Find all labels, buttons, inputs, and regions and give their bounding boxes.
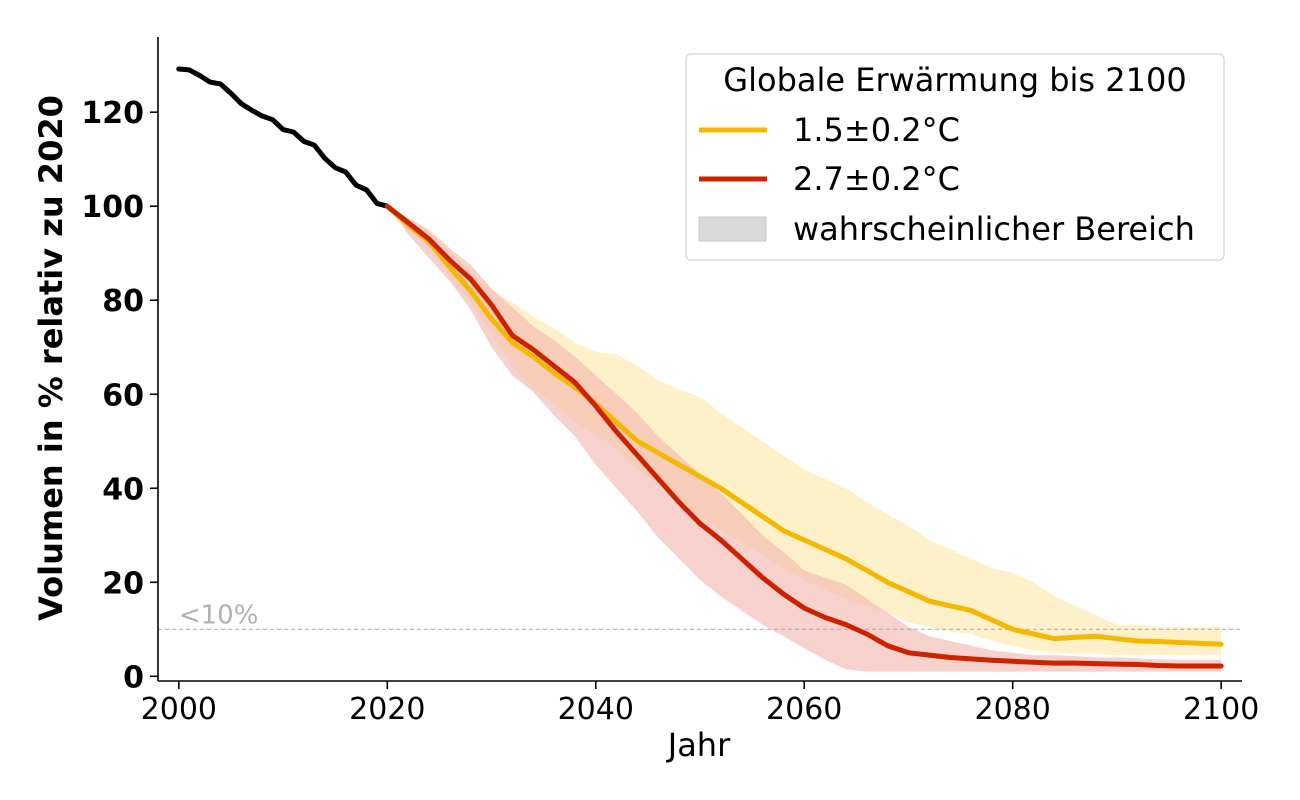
series-observed — [176, 66, 390, 209]
band-1-5 — [387, 206, 1222, 656]
x-tick-label: 2100 — [1183, 692, 1259, 727]
x-tick-label: 2080 — [975, 692, 1051, 727]
series-2-7 — [384, 203, 1224, 669]
y-tick-label: 20 — [102, 566, 144, 601]
legend: Globale Erwärmung bis 2100 1.5±0.2°C 2.7… — [685, 53, 1225, 261]
legend-label-range: wahrscheinlicher Bereich — [793, 210, 1195, 248]
uncertainty-bands — [387, 206, 1222, 672]
x-axis-title: Jahr — [666, 726, 731, 764]
threshold-label: <10% — [179, 600, 259, 630]
band-2-7 — [387, 206, 1222, 672]
legend-label-2-7: 2.7±0.2°C — [793, 160, 960, 198]
legend-label-1-5: 1.5±0.2°C — [793, 111, 960, 149]
legend-swatch-range — [698, 216, 767, 242]
series-lines — [176, 66, 1224, 669]
x-tick-label: 2060 — [766, 692, 842, 727]
x-tick-label: 2040 — [558, 692, 634, 727]
y-tick-label: 0 — [123, 660, 144, 695]
legend-frame — [685, 53, 1225, 261]
series-1-5 — [384, 203, 1224, 647]
legend-title: Globale Erwärmung bis 2100 — [723, 61, 1186, 99]
x-ticks: 2000 2020 2040 2060 2080 2100 — [141, 681, 1259, 727]
y-tick-label: 100 — [81, 190, 144, 225]
x-tick-label: 2020 — [349, 692, 425, 727]
x-tick-label: 2000 — [141, 692, 217, 727]
y-tick-label: 40 — [102, 472, 144, 507]
y-axis-title: Volumen in % relativ zu 2020 — [32, 95, 70, 621]
y-tick-label: 80 — [102, 284, 144, 319]
y-tick-label: 60 — [102, 378, 144, 413]
y-ticks: 0 20 40 60 80 100 120 — [81, 96, 158, 695]
y-tick-label: 120 — [81, 96, 144, 131]
